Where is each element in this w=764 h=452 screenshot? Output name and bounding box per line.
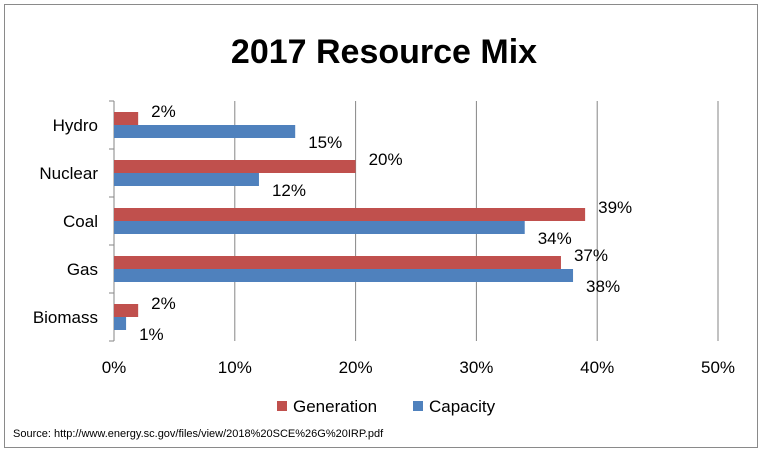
category-labels: Hydro Nuclear Coal Gas Biomass <box>33 116 99 327</box>
category-label-gas: Gas <box>67 260 98 279</box>
chart-frame: 2017 Resource Mix 2% 15% 20% 12% 39% 34% 37% 38… <box>4 4 758 448</box>
category-label-coal: Coal <box>63 212 98 231</box>
data-label-capacity-nuclear: 12% <box>272 181 306 200</box>
bar-capacity-hydro <box>114 125 296 138</box>
x-tick-label: 0% <box>102 358 127 377</box>
x-tick-labels: 0% 10% 20% 30% 40% 50% <box>102 358 735 377</box>
legend-swatch-generation <box>277 401 287 411</box>
data-label-capacity-hydro: 15% <box>308 133 342 152</box>
category-label-nuclear: Nuclear <box>39 164 98 183</box>
category-label-biomass: Biomass <box>33 308 98 327</box>
data-labels: 2% 15% 20% 12% 39% 34%37% 38% 2% 1% <box>139 102 632 344</box>
bar-capacity-nuclear <box>114 173 259 186</box>
legend-label-capacity: Capacity <box>429 397 496 416</box>
bar-capacity-gas <box>114 269 574 282</box>
data-label-generation-gas: 37% <box>574 246 608 265</box>
legend: Generation Capacity <box>277 397 496 416</box>
bar-generation-biomass <box>114 304 139 317</box>
data-label-generation-hydro: 2% <box>151 102 176 121</box>
x-tick-label: 10% <box>218 358 252 377</box>
x-tick-label: 30% <box>459 358 493 377</box>
data-label-capacity-gas: 38% <box>586 277 620 296</box>
source-note: Source: http://www.energy.sc.gov/files/v… <box>13 428 384 440</box>
x-tick-label: 20% <box>339 358 373 377</box>
bars <box>114 112 586 330</box>
data-label-capacity-biomass: 1% <box>139 325 164 344</box>
bar-generation-nuclear <box>114 160 356 173</box>
bar-generation-gas <box>114 256 561 269</box>
chart: 2017 Resource Mix 2% 15% 20% 12% 39% 34%37% 38… <box>13 33 735 440</box>
chart-title: 2017 Resource Mix <box>231 33 537 71</box>
bar-generation-hydro <box>114 112 139 125</box>
category-label-hydro: Hydro <box>53 116 98 135</box>
x-tick-label: 40% <box>580 358 614 377</box>
bar-capacity-biomass <box>114 317 127 330</box>
bar-generation-coal <box>114 208 586 221</box>
data-label-generation-biomass: 2% <box>151 294 176 313</box>
x-tick-label: 50% <box>701 358 735 377</box>
data-label-generation-coal: 39% <box>598 198 632 217</box>
data-label-generation-nuclear: 20% <box>369 150 403 169</box>
legend-label-generation: Generation <box>293 397 377 416</box>
legend-swatch-capacity <box>413 401 423 411</box>
bar-capacity-coal <box>114 221 525 234</box>
data-label-capacity-coal: 34% <box>538 229 572 248</box>
